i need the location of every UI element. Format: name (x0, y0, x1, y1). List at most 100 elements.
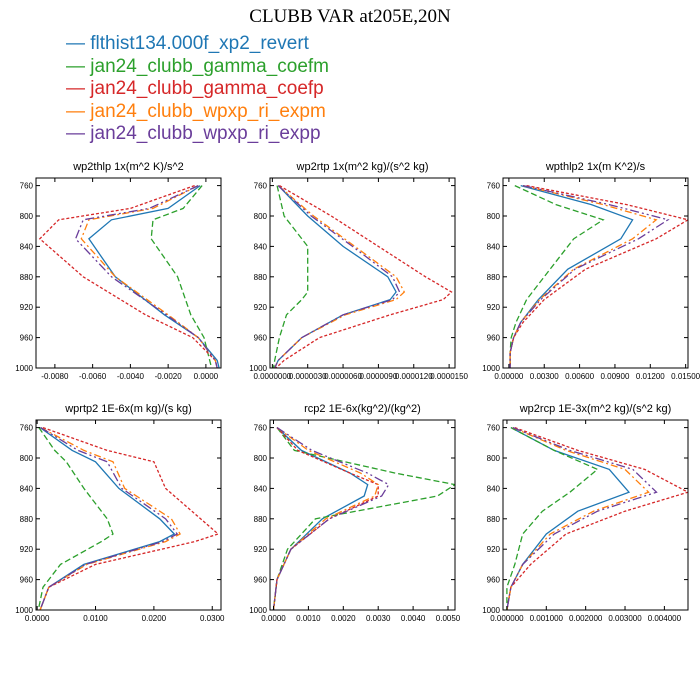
chart-panel: wpthlp2 1x(m K^2)/s 760 800 840 880 920 960 100… (482, 161, 700, 381)
x-tick-label: 0.0000060 (324, 372, 362, 381)
x-tick-label: 0.0000000 (253, 372, 291, 381)
panel-title: wpthlp2 1x(m K^2)/s (545, 161, 646, 173)
x-tick-label: 0.0200 (142, 614, 167, 623)
y-tick-label: 920 (254, 545, 268, 554)
plot-frame (502, 419, 689, 611)
y-tick-label: 960 (254, 576, 268, 585)
series-line (506, 427, 631, 610)
y-tick-label: 760 (254, 424, 268, 433)
y-tick-label: 800 (487, 212, 501, 221)
y-tick-label: 1000 (15, 364, 33, 373)
x-tick-label: 0.0050 (436, 614, 461, 623)
legend-label: jan24_clubb_gamma_coefm (90, 55, 329, 77)
y-tick-label: 920 (20, 545, 34, 554)
legend: — flthist134.000f_xp2_revert — jan24_clu… (66, 33, 329, 146)
y-tick-label: 800 (254, 454, 268, 463)
y-tick-label: 920 (487, 303, 501, 312)
y-tick-label: 1000 (482, 606, 500, 615)
y-tick-label: 840 (20, 484, 34, 493)
panel-title: wprtp2 1E-6x(m kg)/(s kg) (64, 403, 192, 415)
y-tick-label: 1000 (249, 364, 267, 373)
legend-item: — jan24_clubb_gamma_coefp (66, 78, 329, 101)
x-tick-label: 0.0000 (194, 372, 219, 381)
plot-frame (35, 177, 222, 369)
y-tick-label: 840 (254, 484, 268, 493)
x-tick-label: -0.0080 (41, 372, 69, 381)
x-tick-label: 0.004000 (648, 614, 682, 623)
x-tick-label: 0.00600 (565, 372, 594, 381)
y-tick-label: 1000 (482, 364, 500, 373)
series-line (272, 427, 379, 610)
y-tick-label: 920 (487, 545, 501, 554)
y-tick-label: 880 (487, 515, 501, 524)
x-tick-label: -0.0040 (117, 372, 145, 381)
legend-line-glyph: — (66, 100, 91, 122)
legend-line-glyph: — (66, 78, 91, 99)
plot-frame (502, 177, 689, 369)
series-line (74, 185, 218, 368)
x-tick-label: 0.0000 (25, 614, 50, 623)
series-line (506, 426, 658, 610)
y-tick-label: 960 (20, 334, 34, 343)
y-tick-label: 1000 (15, 606, 33, 615)
series-group (272, 427, 455, 610)
x-tick-label: 0.0100 (83, 614, 108, 623)
legend-label: jan24_clubb_gamma_coefp (90, 78, 324, 99)
y-tick-label: 840 (487, 484, 501, 493)
y-tick-label: 760 (20, 182, 34, 191)
y-tick-label: 840 (487, 242, 501, 251)
x-tick-label: -0.0060 (79, 372, 107, 381)
plot-frame (269, 177, 456, 369)
series-line (509, 184, 634, 368)
legend-line-glyph: — (66, 123, 91, 144)
series-group (272, 185, 453, 368)
x-tick-label: 0.01200 (636, 372, 665, 381)
series-line (509, 184, 670, 368)
panel-title: wp2rcp 1E-3x(m^2 kg)/(s^2 kg) (519, 403, 672, 415)
x-tick-label: 0.000000 (490, 614, 524, 623)
series-line (506, 426, 688, 610)
y-tick-label: 880 (20, 515, 34, 524)
series-line (272, 185, 309, 368)
plot-frame (269, 419, 456, 611)
chart-panel: wp2rtp 1x(m^2 kg)/(s^2 kg) 760 800 840 880 92… (249, 161, 468, 381)
y-tick-label: 920 (20, 303, 34, 312)
x-tick-label: 0.01500 (671, 372, 700, 381)
chart-panel: rcp2 1E-6x(kg^2)/(kg^2) 760 800 840 880 920 96… (249, 403, 461, 623)
y-tick-label: 800 (254, 212, 268, 221)
series-line (88, 185, 220, 368)
y-tick-label: 840 (20, 242, 34, 251)
series-group (38, 184, 220, 368)
series-group (506, 426, 688, 610)
x-tick-label: 0.001000 (530, 614, 564, 623)
legend-label: jan24_clubb_wpxp_ri_expp (90, 123, 321, 144)
y-tick-label: 760 (20, 424, 34, 433)
y-tick-label: 960 (254, 334, 268, 343)
legend-item: — flthist134.000f_xp2_revert (66, 33, 329, 56)
series-line (39, 427, 176, 610)
y-tick-label: 880 (20, 273, 34, 282)
series-line (274, 185, 397, 368)
series-group (509, 184, 688, 368)
legend-line-glyph: — (66, 55, 91, 77)
series-line (274, 185, 401, 368)
series-line (506, 427, 650, 610)
y-tick-label: 920 (254, 303, 268, 312)
series-line (272, 427, 369, 610)
series-line (506, 427, 599, 610)
series-line (274, 185, 406, 368)
series-line (39, 426, 220, 610)
series-line (272, 427, 455, 610)
legend-item: — jan24_clubb_wpxp_ri_expm (66, 101, 329, 124)
legend-label: jan24_clubb_wpxp_ri_expm (90, 100, 326, 122)
x-tick-label: 0.00300 (530, 372, 559, 381)
x-tick-label: 0.00000 (494, 372, 523, 381)
y-tick-label: 760 (487, 424, 501, 433)
y-tick-label: 880 (487, 273, 501, 282)
series-line (150, 185, 213, 368)
chart-panel: wp2rcp 1E-3x(m^2 kg)/(s^2 kg) 760 800 840 88… (482, 403, 689, 623)
x-tick-label: 0.0010 (296, 614, 321, 623)
y-tick-label: 840 (254, 242, 268, 251)
y-tick-label: 880 (254, 273, 268, 282)
